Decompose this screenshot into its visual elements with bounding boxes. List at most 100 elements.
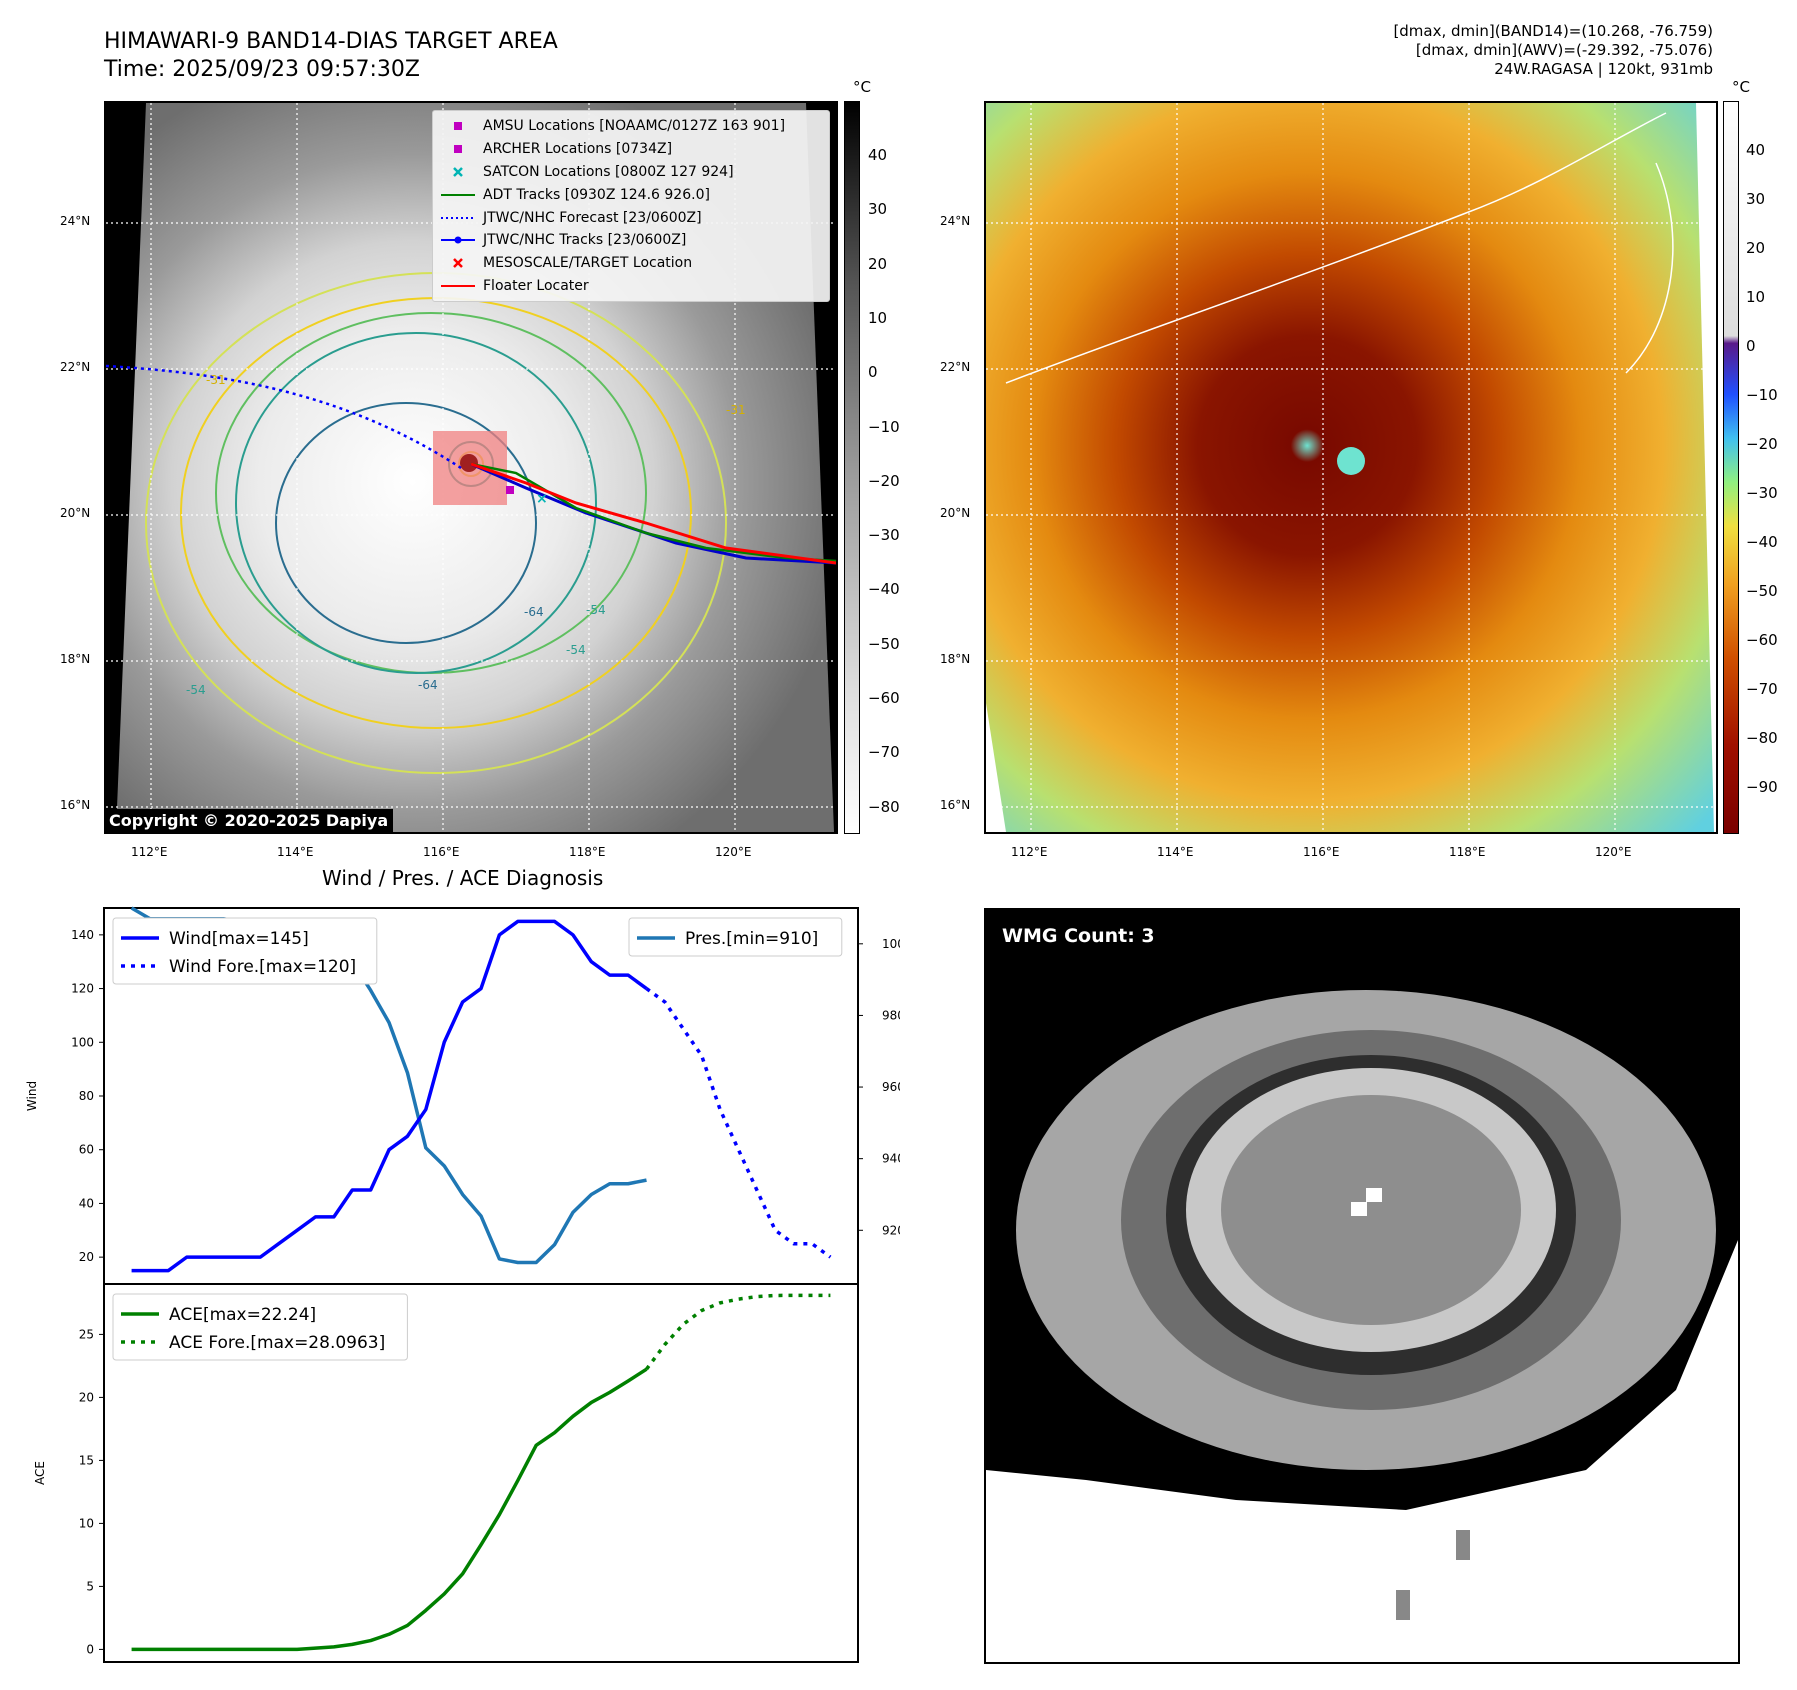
pressure-legend: [628, 917, 843, 957]
legend-entry: SATCON Locations [0800Z 127 924]: [439, 161, 823, 184]
lat-label: 18°N: [940, 652, 971, 666]
wind-y-tick-label: 60: [79, 1143, 94, 1157]
wind-y-tick-label: 100: [71, 1035, 94, 1049]
colorbar-right-tick: 40: [1746, 141, 1766, 159]
legend-label: JTWC/NHC Tracks [23/0600Z]: [483, 232, 687, 249]
colorbar-left-tick: 40: [868, 146, 888, 164]
ace-y-tick-label: 25: [79, 1327, 94, 1341]
contour-label: -31: [206, 373, 226, 387]
copyright-label: Copyright © 2020-2025 Dapiya: [104, 809, 394, 832]
wind-legend-label: Wind Fore.[max=120]: [169, 957, 356, 977]
pressure-y-tick-label: 960: [882, 1080, 900, 1094]
colorbar-right-tick: −80: [1746, 729, 1778, 747]
colorbar-right-tick: −40: [1746, 533, 1778, 551]
pressure-y-tick-label: 940: [882, 1152, 900, 1166]
lat-label: 16°N: [60, 798, 91, 812]
wind-forecast-line: [645, 987, 832, 1259]
floater-locater-line: [470, 462, 836, 565]
satcon-marker: ×: [536, 491, 548, 507]
wmg-image: [986, 910, 1738, 1620]
lat-label: 22°N: [60, 360, 91, 374]
wind-y-tick-label: 120: [71, 982, 94, 996]
colorbar-left-tick: −10: [868, 417, 900, 436]
legend-symbol-icon: [439, 142, 477, 156]
ace-legend-label: ACE Fore.[max=28.0963]: [169, 1333, 385, 1353]
lon-label: 114°E: [277, 845, 314, 859]
colorbar-left-tick: 10: [868, 308, 888, 327]
lat-label: 20°N: [940, 506, 971, 520]
legend-entry: Floater Locater: [439, 275, 823, 298]
colorbar-left-tick: −20: [868, 471, 900, 490]
pressure-y-tick-label: 1000: [882, 937, 900, 951]
wind-y-tick-label: 80: [79, 1089, 94, 1103]
legend-symbol-icon: [439, 119, 477, 133]
lon-label: 118°E: [569, 845, 606, 859]
ace-legend: [112, 1293, 408, 1361]
wind-line: [131, 919, 648, 1273]
colorbar-right-tick: −20: [1746, 435, 1778, 453]
lat-label: 22°N: [940, 360, 971, 374]
colorbar-left-tick: 20: [868, 254, 888, 273]
figure-title: HIMAWARI-9 BAND14-DIAS TARGET AREA Time:…: [104, 28, 558, 84]
pressure-legend-label: Pres.[min=910]: [685, 929, 818, 949]
colorbar-right-tick: −10: [1746, 386, 1778, 404]
legend-label: MESOSCALE/TARGET Location: [483, 255, 693, 272]
title-line-2: Time: 2025/09/23 09:57:30Z: [104, 57, 420, 82]
colorbar-left-tick: −30: [868, 526, 900, 545]
color-ir-map-panel: [984, 101, 1718, 834]
lon-label: 114°E: [1157, 845, 1194, 859]
info-line-3: 24W.RAGASA | 120kt, 931mb: [1494, 60, 1713, 78]
colorbar-left-tick: −40: [868, 580, 900, 599]
legend-symbol-icon: [439, 188, 477, 202]
lat-label: 24°N: [940, 214, 971, 228]
colorbar-right-tick: −90: [1746, 778, 1778, 796]
coastline: [1005, 112, 1667, 384]
contour-label: -64: [418, 678, 438, 692]
colorbar-right-tick: −50: [1746, 582, 1778, 600]
wind-y-tick-label: 20: [79, 1250, 94, 1264]
lon-label: 120°E: [715, 845, 752, 859]
lon-label: 112°E: [131, 845, 168, 859]
diag-title: Wind / Pres. / ACE Diagnosis: [322, 866, 604, 890]
ace-y-tick-label: 15: [79, 1453, 94, 1467]
colorbar-right-tick: 10: [1746, 288, 1766, 306]
contour-label: -54: [566, 643, 586, 657]
pressure-y-tick-label: 980: [882, 1008, 900, 1022]
ace-y-tick-label: 5: [86, 1579, 94, 1593]
contour-label: -54: [186, 683, 206, 697]
wmg-count-badge: WMG Count: 3: [994, 920, 1163, 952]
lon-label: 116°E: [423, 845, 460, 859]
info-line-2: [dmax, dmin](AWV)=(-29.392, -75.076): [1415, 41, 1713, 59]
coastline-taiwan: [1625, 162, 1674, 374]
pressure-y-tick-label: 920: [882, 1223, 900, 1237]
lat-label: 18°N: [60, 652, 91, 666]
archer-location-marker: [506, 486, 514, 494]
ace-axis-label: ACE: [33, 1461, 47, 1485]
ace-y-tick-label: 20: [79, 1390, 94, 1404]
legend-symbol-icon: [439, 211, 477, 225]
colorbar-left-tick: −60: [868, 689, 900, 707]
wmg-panel: [984, 908, 1740, 1664]
legend-entry: JTWC/NHC Forecast [23/0600Z]: [439, 206, 823, 229]
contour-label: -54: [586, 603, 606, 617]
legend-symbol-icon: [439, 256, 477, 270]
contour-label: -64: [524, 605, 544, 619]
lon-label: 118°E: [1449, 845, 1486, 859]
ace-line: [131, 1367, 648, 1652]
wind-legend: [112, 917, 378, 985]
wind-y-tick-label: 40: [79, 1196, 94, 1210]
wind-legend-label: Wind[max=145]: [169, 929, 309, 949]
diagnosis-chart: 20 40 60 80 100 120 140 920 940 960 980 1000 0 5 10 15 2…: [25, 906, 900, 1663]
legend-label: AMSU Locations [NOAAMC/0127Z 163 901]: [483, 118, 786, 135]
legend-symbol-icon: [439, 165, 477, 179]
ace-axes: [103, 1283, 859, 1663]
info-line-1: [dmax, dmin](BAND14)=(10.268, -76.759): [1393, 22, 1713, 40]
legend-entry: MESOSCALE/TARGET Location: [439, 252, 823, 275]
ace-legend-label: ACE[max=22.24]: [169, 1305, 316, 1325]
legend-label: SATCON Locations [0800Z 127 924]: [483, 163, 734, 180]
wind-axis-label: Wind: [25, 1081, 39, 1111]
colorbar-left-tick: 30: [868, 200, 888, 219]
ace-y-tick-label: 10: [79, 1516, 94, 1530]
adt-track-line: [470, 462, 836, 563]
lat-label: 20°N: [60, 506, 91, 520]
